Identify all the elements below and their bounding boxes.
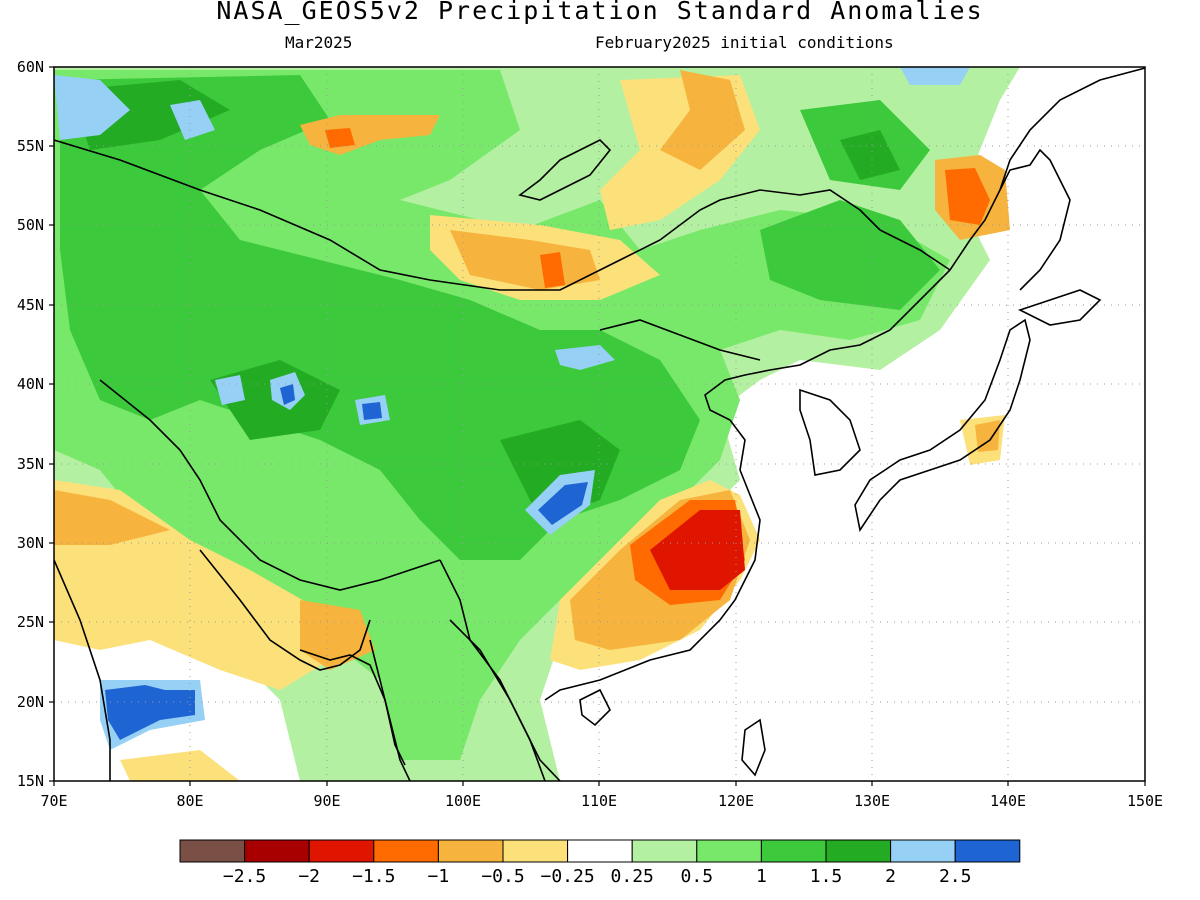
colorbar-swatch (244, 839, 310, 863)
colorbar-label: −2.5 (223, 866, 266, 887)
colorbar-label: 0.25 (611, 866, 654, 887)
green-dark-region-4 (840, 130, 900, 180)
colorbar-label: 0.5 (681, 866, 714, 887)
lon-label: 100E (445, 792, 481, 810)
blue-anomaly-nw2 (170, 100, 215, 140)
axis-ticks (49, 66, 1146, 786)
lat-label: 30N (17, 534, 44, 552)
lon-label: 140E (990, 792, 1026, 810)
colorbar-label: 2 (885, 866, 896, 887)
lon-label: 90E (313, 792, 340, 810)
dry-anomaly-se-china-core (650, 510, 745, 590)
dry-anomaly-baikal-core (325, 128, 355, 148)
colorbar-swatch (631, 839, 698, 863)
colorbar-swatch (373, 839, 439, 863)
colorbar: −2.5 −2 −1.5 −1 −0.5 −0.25 0.25 0.5 1 1.5 2 2.5 (179, 839, 1021, 887)
dry-anomaly-okhotsk-core (945, 168, 990, 225)
lon-label: 110E (581, 792, 617, 810)
lon-label: 120E (718, 792, 754, 810)
colorbar-label: −1.5 (352, 866, 395, 887)
colorbar-swatch (760, 839, 827, 863)
lat-label: 25N (17, 613, 44, 631)
colorbar-label: −0.5 (481, 866, 524, 887)
colorbar-swatch (308, 839, 375, 863)
dry-anomaly-japan-orange (975, 420, 1000, 452)
lat-label: 45N (17, 296, 44, 314)
blue-anomaly-south-china-core (538, 482, 588, 525)
blue-anomaly-nw (54, 75, 130, 140)
colorbar-swatch (954, 839, 1021, 863)
longitude-labels: 70E 80E 90E 100E 110E 120E 130E 140E 150… (40, 792, 1163, 810)
blue-anomaly-qinghai-core (362, 402, 382, 420)
coastlines-and-borders (54, 67, 1145, 781)
lat-label: 50N (17, 216, 44, 234)
lon-label: 150E (1127, 792, 1163, 810)
blue-anomaly-tibet-core (280, 384, 295, 405)
forecast-month-label: Mar2025 (285, 33, 353, 52)
lat-label: 55N (17, 137, 44, 155)
lon-label: 70E (40, 792, 67, 810)
lon-label: 80E (176, 792, 203, 810)
lat-label: 15N (17, 772, 44, 790)
colorbar-label: 2.5 (939, 866, 972, 887)
colorbar-swatch (696, 839, 762, 863)
colorbar-label: −0.25 (541, 866, 595, 887)
initial-conditions-label: February2025 initial conditions (595, 33, 894, 52)
lat-label: 20N (17, 693, 44, 711)
map-title: NASA_GEOS5v2 Precipitation Standard Anom… (216, 0, 984, 25)
colorbar-label: 1.5 (810, 866, 843, 887)
colorbar-swatch (437, 839, 504, 863)
green-strong-region-2 (760, 200, 940, 310)
blue-anomaly-inner-mongolia (555, 345, 615, 370)
lat-label: 60N (17, 58, 44, 76)
blue-anomaly-india-core (105, 685, 195, 740)
blue-anomaly-northedge (900, 67, 970, 85)
dry-anomaly-india-orange (54, 490, 170, 545)
dry-anomaly-india-south (120, 750, 240, 781)
colorbar-swatch (825, 839, 892, 863)
colorbar-swatch (890, 839, 956, 863)
lon-label: 130E (854, 792, 890, 810)
lat-label: 40N (17, 375, 44, 393)
lat-label: 35N (17, 455, 44, 473)
colorbar-swatch (179, 839, 246, 863)
dry-anomaly-siberia-orange (660, 70, 745, 170)
blue-anomaly-west-tibet (215, 375, 245, 405)
colorbar-label: −1 (428, 866, 450, 887)
colorbar-label: 1 (756, 866, 767, 887)
latitude-labels: 60N 55N 50N 45N 40N 35N 30N 25N 20N 15N (17, 58, 44, 790)
dry-anomaly-mongolia-core (540, 252, 565, 288)
anomaly-map (54, 67, 1145, 781)
colorbar-swatch (502, 839, 569, 863)
colorbar-label: −2 (298, 866, 320, 887)
colorbar-swatch (567, 839, 633, 863)
